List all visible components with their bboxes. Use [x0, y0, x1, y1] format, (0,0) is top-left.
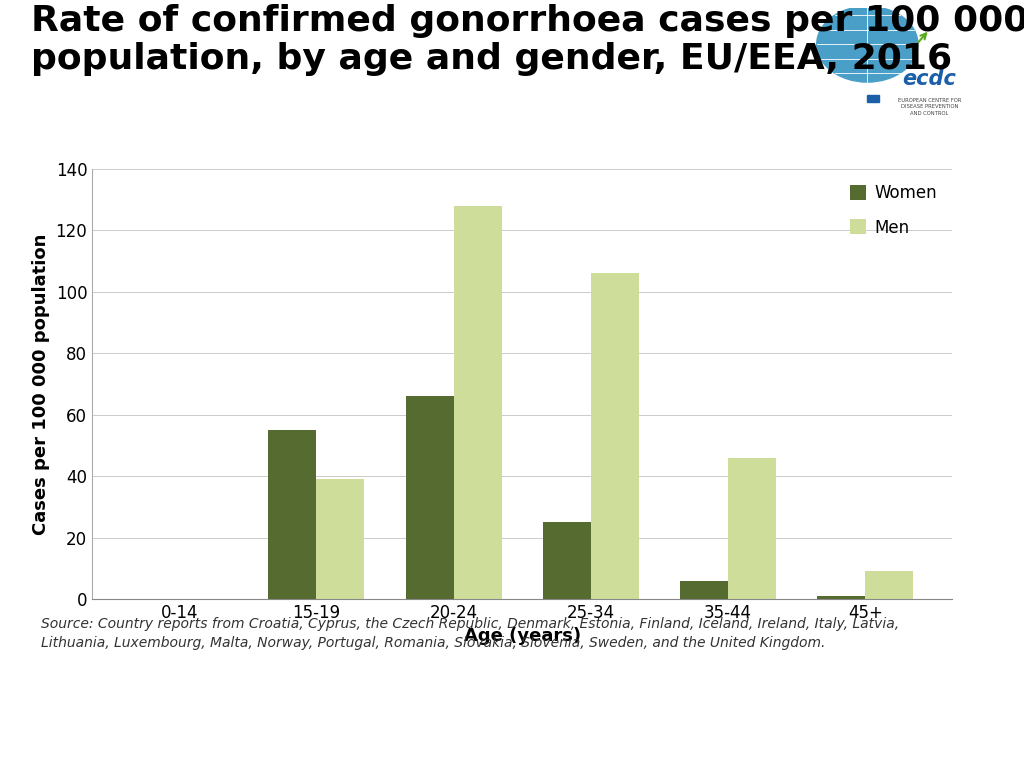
- Text: European Centre for Disease Prevention and Control. Gonorrhoea. In: ECDC. Annual: European Centre for Disease Prevention a…: [20, 686, 834, 700]
- Text: Source: Country reports from Croatia, Cyprus, the Czech Republic, Denmark, Eston: Source: Country reports from Croatia, Cy…: [41, 617, 899, 650]
- Text: Rate of confirmed gonorrhoea cases per 100 000
population, by age and gender, EU: Rate of confirmed gonorrhoea cases per 1…: [31, 4, 1024, 76]
- X-axis label: Age (years): Age (years): [464, 627, 581, 645]
- Bar: [543, 522, 591, 599]
- Legend: Women, Men: Women, Men: [843, 177, 944, 243]
- Bar: [454, 206, 502, 599]
- Text: Stockholm: ECDC; 2018. Online:: Stockholm: ECDC; 2018. Online:: [20, 707, 248, 721]
- Circle shape: [817, 6, 918, 82]
- Y-axis label: Cases per 100 000 population: Cases per 100 000 population: [32, 233, 50, 535]
- Bar: [591, 273, 639, 599]
- Text: EUROPEAN CENTRE FOR
DISEASE PREVENTION
AND CONTROL: EUROPEAN CENTRE FOR DISEASE PREVENTION A…: [898, 98, 962, 115]
- Text: ecdc: ecdc: [902, 69, 956, 89]
- Bar: [406, 396, 454, 599]
- Bar: [316, 479, 365, 599]
- Bar: [268, 430, 316, 599]
- Bar: [680, 581, 728, 599]
- Bar: [728, 458, 776, 599]
- Bar: [817, 596, 865, 599]
- Bar: [865, 571, 913, 599]
- Bar: [867, 94, 879, 102]
- Text: http://bit.ly/AERNG16: http://bit.ly/AERNG16: [274, 707, 441, 721]
